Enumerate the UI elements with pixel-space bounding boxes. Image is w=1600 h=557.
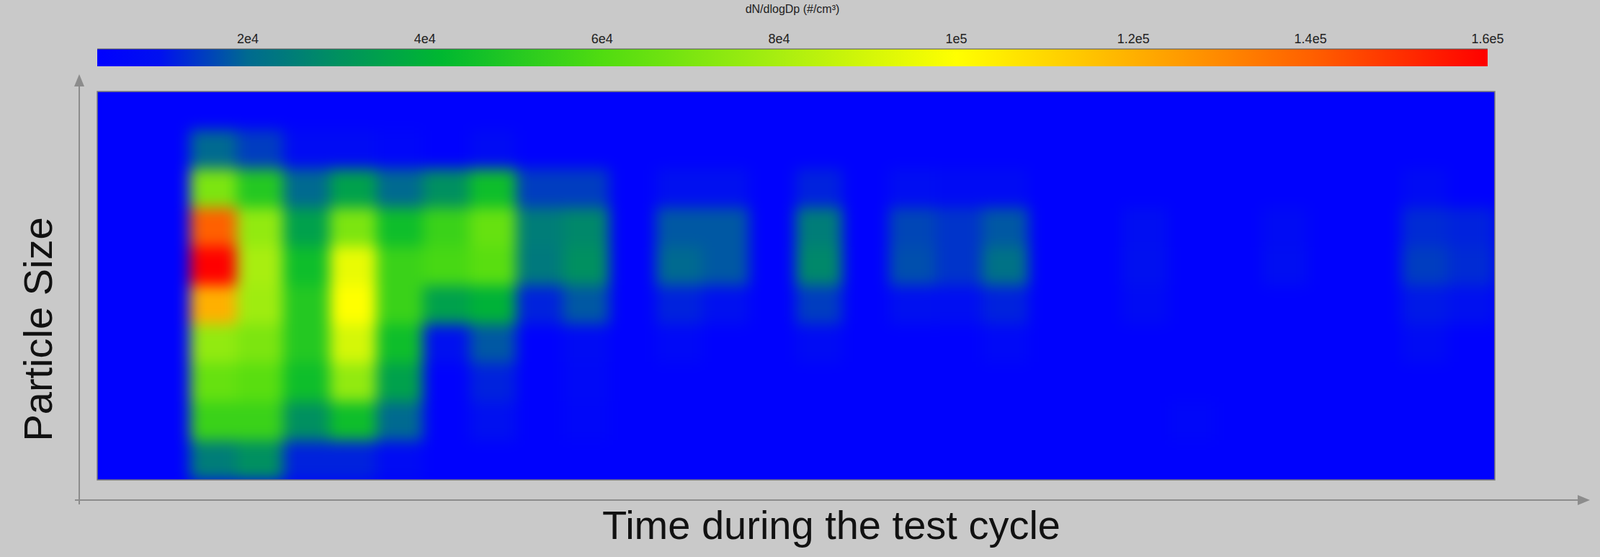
svg-text:1.4e5: 1.4e5 <box>1294 31 1327 47</box>
svg-text:2e4: 2e4 <box>237 31 259 47</box>
svg-text:8e4: 8e4 <box>768 31 791 47</box>
svg-text:1e5: 1e5 <box>945 31 967 47</box>
svg-text:1.6e5: 1.6e5 <box>1471 31 1504 47</box>
svg-text:Time during the test cycle: Time during the test cycle <box>602 502 1061 548</box>
svg-text:1.2e5: 1.2e5 <box>1117 31 1150 47</box>
html-text:dN/dlogDp (#/cm³): dN/dlogDp (#/cm³) <box>745 2 840 16</box>
svg-text:Particle Size: Particle Size <box>15 216 61 441</box>
svg-text:4e4: 4e4 <box>414 31 436 47</box>
svg-text:6e4: 6e4 <box>591 31 614 47</box>
